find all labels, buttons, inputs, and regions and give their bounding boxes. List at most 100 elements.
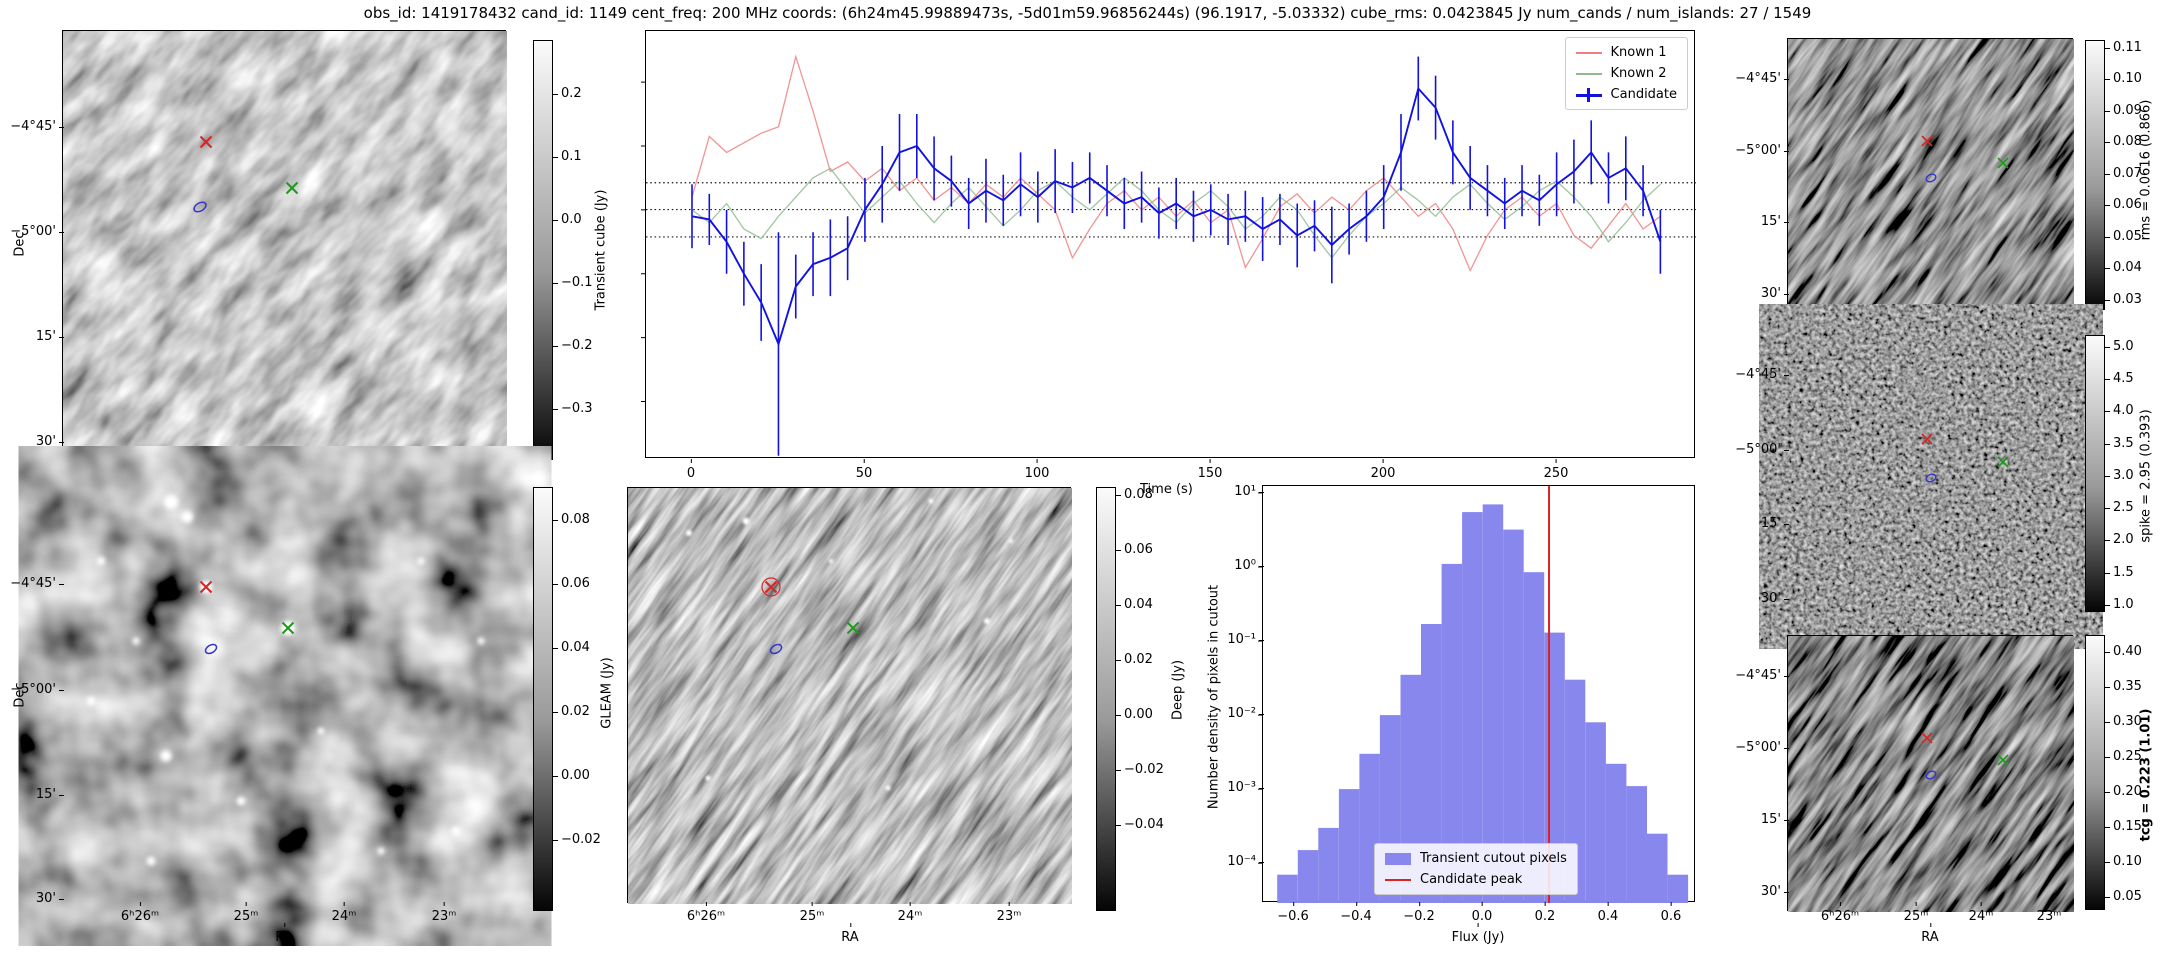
transient-cb-tick: 0.2 xyxy=(553,86,582,101)
spike-dec-tick: 30' xyxy=(1760,591,1790,606)
legend-label: Known 1 xyxy=(1610,45,1667,60)
lightcurve-xlabel: Time (s) xyxy=(1140,482,1193,497)
legend-item-cutout-pixels: Transient cutout pixels xyxy=(1385,848,1567,869)
hist-ytick: 10⁻⁴ xyxy=(1227,854,1264,869)
spike-cb-tick: 1.0 xyxy=(2105,597,2134,612)
legend-label: Known 2 xyxy=(1610,66,1667,81)
lightcurve-plot xyxy=(641,54,1696,456)
transient-cb-tick: 0.0 xyxy=(553,212,582,227)
transient-colorbar-label: Transient cube (Jy) xyxy=(593,189,609,311)
hist-ytick: 10⁻¹ xyxy=(1227,632,1264,647)
noise-texture xyxy=(1788,636,2074,912)
hist-ylabel: Number density of pixels in cutout xyxy=(1206,584,1222,810)
peak-line-icon xyxy=(1385,873,1411,887)
rms-cb-tick: 0.08 xyxy=(2105,134,2142,149)
lightcurve-xtick: 50 xyxy=(855,459,873,481)
rms-cb-tick: 0.11 xyxy=(2105,40,2142,55)
rms-cb-tick: 0.05 xyxy=(2105,229,2142,244)
deep-cutout-image xyxy=(628,488,1072,904)
candidate-ellipse-marker xyxy=(204,643,218,655)
rms-cutout-panel xyxy=(1787,38,2074,314)
hist-ytick: 10¹ xyxy=(1234,484,1264,499)
gleam-dec-tick: −4°45' xyxy=(10,576,64,591)
gleam-cb-tick: 0.08 xyxy=(553,512,590,527)
gleam-cb-tick: 0.02 xyxy=(553,704,590,719)
candidate-ellipse-marker xyxy=(1925,473,1937,483)
gleam-colorbar xyxy=(533,487,553,911)
known2-x-marker xyxy=(1997,157,2009,169)
noise-texture xyxy=(63,488,507,904)
hist-ytick: 10⁻² xyxy=(1227,706,1264,721)
gleam-ra-tick: 23ᵐ xyxy=(431,902,457,924)
legend-label: Candidate xyxy=(1610,87,1677,102)
tcg-cb-tick: 0.05 xyxy=(2105,889,2142,904)
gleam-cutout-panel xyxy=(62,487,507,904)
spike-cb-tick: 2.0 xyxy=(2105,532,2134,547)
transient-cb-tick: −0.1 xyxy=(553,275,593,290)
candidate-ellipse-marker xyxy=(1925,173,1937,183)
legend-item-known2: Known 2 xyxy=(1575,63,1677,84)
rms-dec-tick: −5°00' xyxy=(1735,143,1789,158)
gleam-cb-tick: 0.00 xyxy=(553,768,590,783)
lightcurve-xtick: 200 xyxy=(1370,459,1396,481)
hist-ytick: 10⁻³ xyxy=(1227,780,1264,795)
rms-cb-tick: 0.04 xyxy=(2105,260,2142,275)
hist-xtick: 0.2 xyxy=(1534,902,1556,924)
known2-x-marker xyxy=(1997,456,2009,468)
hist-xtick: −0.6 xyxy=(1277,902,1309,924)
lightcurve-xtick: 0 xyxy=(686,459,696,481)
gleam-dec-tick: −5°00' xyxy=(10,682,64,697)
transient-cutout-image xyxy=(63,31,507,458)
transient-cb-tick: −0.3 xyxy=(553,401,593,416)
lightcurve-xtick: 150 xyxy=(1197,459,1223,481)
tcg-cb-tick: 0.10 xyxy=(2105,854,2142,869)
lightcurve-xtick: 250 xyxy=(1543,459,1569,481)
spike-cb-tick: 1.5 xyxy=(2105,565,2134,580)
tcg-ra-tick: 25ᵐ xyxy=(1903,902,1929,924)
tcg-cutout-panel xyxy=(1787,635,2074,912)
known1-x-marker xyxy=(1921,732,1933,744)
hist-patch-icon xyxy=(1385,852,1411,866)
spike-cb-tick: 4.0 xyxy=(2105,403,2134,418)
tcg-cb-tick: 0.15 xyxy=(2105,819,2142,834)
gleam-ra-tick: 6ʰ26ᵐ xyxy=(120,902,160,924)
spike-dec-tick: 15' xyxy=(1760,516,1790,531)
hist-xtick: 0.0 xyxy=(1471,902,1493,924)
spike-cb-tick: 5.0 xyxy=(2105,339,2134,354)
hist-xtick: 0.6 xyxy=(1660,902,1682,924)
transient-cb-tick: 0.1 xyxy=(553,149,582,164)
rms-dec-tick: 30' xyxy=(1760,286,1790,301)
deep-cb-tick: 0.06 xyxy=(1116,542,1153,557)
tcg-colorbar xyxy=(2085,635,2105,910)
transient-cutout-panel xyxy=(62,30,507,458)
tcg-cutout-image xyxy=(1788,636,2074,912)
tcg-dec-tick: −4°45' xyxy=(1735,668,1789,683)
tcg-ra-axis-label: RA xyxy=(1921,923,1939,945)
known1-x-marker xyxy=(1921,135,1933,147)
transient-cb-tick: −0.2 xyxy=(553,338,593,353)
gleam-cutout-image xyxy=(63,488,507,904)
candidate-ellipse-marker xyxy=(769,643,783,655)
deep-ra-axis-label: RA xyxy=(841,923,859,945)
deep-cb-tick: −0.04 xyxy=(1116,817,1164,832)
candidate-ellipse-marker xyxy=(193,201,207,213)
spike-colorbar-label: spike = 2.95 (0.393) xyxy=(2138,409,2154,543)
lightcurve-xtick: 100 xyxy=(1024,459,1050,481)
tcg-cb-tick: 0.30 xyxy=(2105,714,2142,729)
tcg-cb-tick: 0.40 xyxy=(2105,644,2142,659)
gleam-dec-tick: 30' xyxy=(35,891,65,906)
tcg-dec-tick: 15' xyxy=(1760,812,1790,827)
rms-cb-tick: 0.03 xyxy=(2105,292,2142,307)
candidate-ellipse-marker xyxy=(1925,770,1937,780)
gleam-dec-tick: 15' xyxy=(35,787,65,802)
tcg-cb-tick: 0.25 xyxy=(2105,749,2142,764)
deep-cb-tick: −0.02 xyxy=(1116,762,1164,777)
known1-x-marker xyxy=(199,135,213,149)
histogram-panel: Transient cutout pixels Candidate peak xyxy=(1258,485,1695,903)
tcg-dec-tick: 30' xyxy=(1760,884,1790,899)
spike-cb-tick: 3.0 xyxy=(2105,468,2134,483)
legend-item-known1: Known 1 xyxy=(1575,42,1677,63)
gleam-ra-tick: 25ᵐ xyxy=(233,902,259,924)
gleam-colorbar-label: GLEAM (Jy) xyxy=(599,657,615,729)
